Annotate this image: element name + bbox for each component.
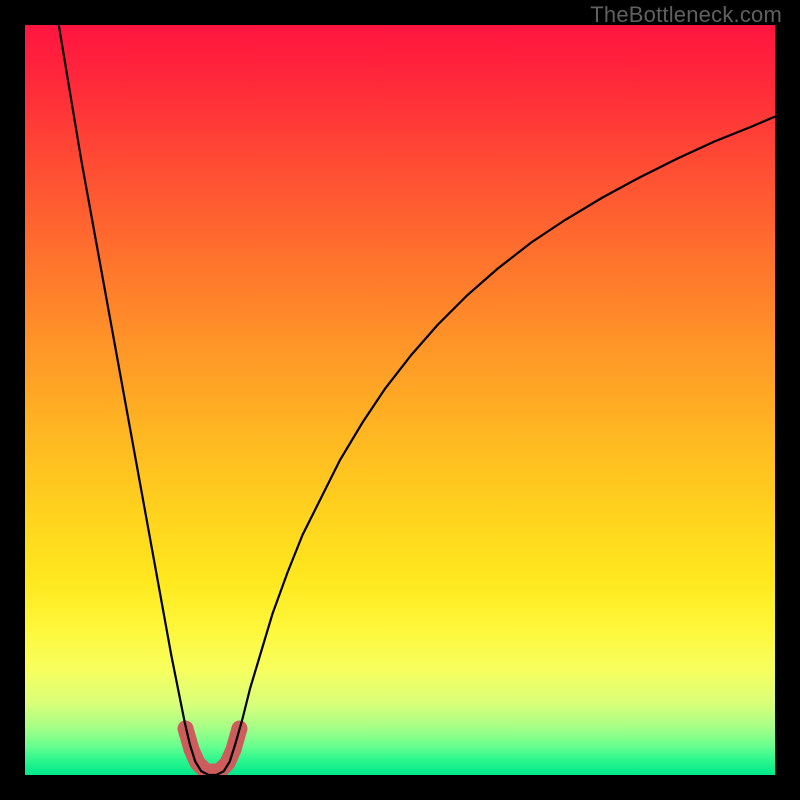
plot-area — [25, 25, 775, 775]
chart-svg — [25, 25, 775, 775]
watermark-text: TheBottleneck.com — [590, 2, 782, 28]
gradient-background — [25, 25, 775, 775]
